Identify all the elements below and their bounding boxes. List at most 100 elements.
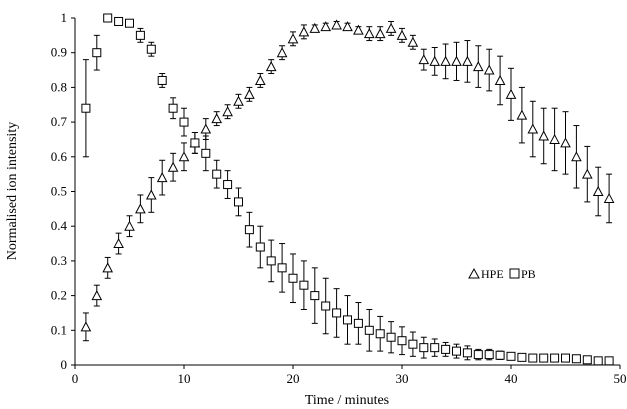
x-axis-title: Time / minutes [305, 393, 389, 408]
pb-point [244, 225, 254, 235]
pb-point [190, 138, 200, 148]
hpe-point [342, 21, 353, 32]
y-tick-label: 0.2 [51, 288, 67, 303]
error-bars [82, 17, 613, 364]
pb-point [168, 103, 178, 113]
legend-pb-marker [509, 268, 520, 279]
hpe-point [320, 21, 332, 32]
hpe-point [374, 28, 386, 39]
hpe-point [233, 95, 244, 106]
markers [80, 13, 615, 366]
pb-point [419, 343, 429, 353]
hpe-point [287, 33, 299, 44]
x-tick-label: 10 [178, 371, 191, 386]
x-tick-label: 20 [287, 371, 300, 386]
x-tick-label: 40 [505, 371, 518, 386]
hpe-point [135, 203, 146, 214]
pb-point [462, 348, 472, 358]
pb-point [201, 148, 211, 158]
y-tick-label: 0.9 [51, 45, 67, 60]
pb-point [92, 48, 102, 58]
pb-point [234, 197, 243, 207]
pb-point [157, 75, 167, 85]
legend-hpe-marker [468, 267, 480, 279]
pb-point [386, 332, 396, 342]
y-tick-label: 0.6 [51, 149, 68, 164]
pb-point [103, 13, 113, 23]
hpe-point [418, 54, 430, 65]
hpe-point [538, 130, 550, 141]
pb-point [146, 44, 156, 54]
y-tick-label: 0.3 [51, 253, 67, 268]
x-tick-label: 50 [614, 371, 627, 386]
pb-point [561, 353, 570, 363]
legend-pb-label: PB [521, 267, 536, 281]
hpe-point [222, 106, 233, 117]
hpe-point [178, 151, 190, 162]
y-tick-label: 0.8 [51, 79, 67, 94]
pb-point [484, 350, 494, 360]
hpe-point [167, 161, 179, 172]
hpe-point [156, 172, 168, 183]
pb-point [212, 169, 222, 179]
hpe-point [91, 290, 103, 301]
pb-point [223, 180, 233, 190]
pb-point [495, 350, 505, 360]
hpe-point [244, 88, 255, 99]
hpe-point [472, 61, 484, 72]
pb-point [517, 352, 527, 362]
pb-point [441, 344, 451, 354]
hpe-point [560, 137, 571, 148]
hpe-point [298, 26, 310, 37]
pb-point [550, 353, 560, 363]
pb-point [332, 308, 342, 318]
legend: HPE PB [468, 267, 536, 281]
pb-point [452, 346, 461, 356]
pb-point [430, 343, 440, 353]
hpe-point [145, 189, 157, 200]
hpe-point [331, 19, 342, 30]
hpe-point [276, 47, 288, 58]
hpe-point [549, 133, 560, 144]
hpe-point [462, 55, 473, 66]
pb-point [114, 16, 124, 26]
hpe-point [353, 24, 364, 35]
pb-point [343, 315, 352, 325]
pb-point [321, 301, 331, 311]
hpe-point [527, 123, 539, 134]
hpe-point [505, 88, 517, 99]
hpe-point [429, 55, 441, 66]
ticks: 0 10 20 30 40 50 0 0.1 0.2 0.3 0.4 0.5 0.6 0.7 0.8 0.9 1 [51, 10, 627, 386]
pb-point [539, 353, 549, 363]
hpe-point [494, 74, 506, 85]
pb-point [364, 325, 374, 335]
y-tick-label: 0.5 [51, 184, 67, 199]
hpe-point [483, 64, 495, 75]
hpe-point [211, 113, 223, 124]
y-tick-label: 0 [61, 357, 68, 372]
hpe-point [124, 220, 135, 231]
pb-point [604, 356, 614, 366]
hpe-point [571, 151, 582, 162]
hpe-point [113, 237, 124, 249]
hpe-point [592, 185, 604, 196]
pb-point [408, 339, 418, 349]
hpe-point [385, 22, 397, 33]
hpe-point [200, 123, 212, 134]
pb-point [397, 336, 407, 346]
pb-point [135, 30, 145, 40]
legend-hpe-label: HPE [481, 267, 504, 281]
y-tick-label: 0.1 [51, 322, 67, 337]
hpe-point [363, 28, 375, 39]
pb-point [310, 291, 320, 301]
pb-point [528, 353, 538, 363]
pb-point [277, 263, 287, 273]
hpe-point [516, 109, 528, 120]
y-tick-label: 0.4 [51, 218, 68, 233]
x-tick-label: 0 [72, 371, 79, 386]
pb-point [266, 256, 276, 266]
hpe-point [309, 22, 321, 33]
pb-point [81, 103, 91, 113]
pb-point [506, 351, 516, 361]
